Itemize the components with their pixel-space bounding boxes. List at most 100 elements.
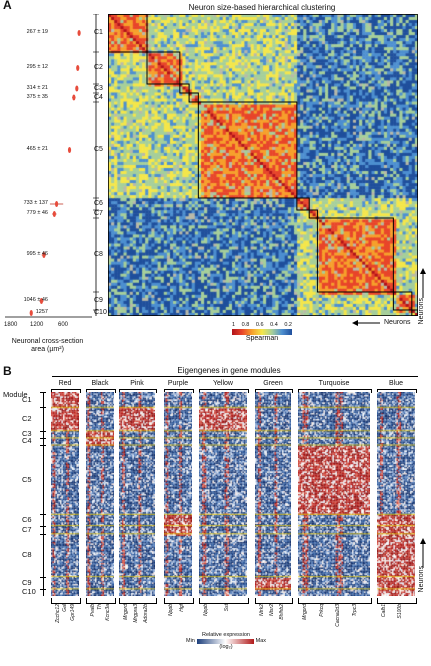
- neurons-arrow-right: [418, 268, 428, 298]
- module-header-bracket: [199, 389, 249, 393]
- gene-label: Th: [97, 604, 104, 610]
- module-header-bracket: [255, 389, 293, 393]
- cluster-label-c8: C8: [94, 251, 103, 258]
- legend-unit: (log₂): [219, 644, 233, 650]
- cluster-mean-c2: 295 ± 12: [26, 64, 48, 70]
- mean-dot-c5: [67, 147, 72, 153]
- x-tick-1800: 1800: [4, 322, 18, 328]
- gene-label: Hgf: [179, 604, 185, 612]
- gene-label: Prkcq: [318, 604, 325, 617]
- module-heatmap-blue: [377, 392, 415, 596]
- module-heatmap-yellow: [199, 392, 247, 596]
- module-header-bracket: [51, 389, 81, 393]
- cluster-box-c5: [197, 101, 298, 199]
- row-axis-line: [43, 392, 44, 596]
- gene-label: Mrgprd: [302, 604, 308, 620]
- module-heatmap-red: [51, 392, 79, 596]
- row-label-c1: C1: [22, 394, 32, 404]
- colorbar-tick: 0.2: [284, 322, 292, 328]
- cluster-boxes: [108, 14, 418, 316]
- module-header-bracket: [86, 389, 116, 393]
- mean-dot-c7: [52, 211, 56, 217]
- x-tick-600: 600: [58, 322, 69, 328]
- legend-gradient: [196, 638, 254, 644]
- gene-label: Adora2b: [143, 604, 149, 623]
- module-heatmap-purple: [164, 392, 192, 596]
- gene-label: Nppb: [203, 604, 209, 616]
- gene-bracket: [164, 598, 194, 604]
- gene-bracket: [51, 598, 81, 604]
- cluster-label-c3: C3: [94, 84, 103, 92]
- x-axis-title: Neuronal cross-section area (µm²): [0, 338, 95, 354]
- cluster-label-c5: C5: [94, 146, 103, 153]
- row-label-c4: C4: [22, 436, 32, 446]
- gene-label: Gpr149: [69, 604, 76, 621]
- row-label-c3: C3: [22, 429, 32, 439]
- cluster-label-c2: C2: [94, 64, 103, 71]
- legend-max: Max: [255, 638, 266, 644]
- colorbar-tick: 0.4: [270, 322, 278, 328]
- cluster-mean-c8: 995 ± 46: [26, 251, 48, 257]
- cluster-mean-c3: 314 ± 21: [26, 84, 48, 91]
- row-label-c7: C7: [22, 524, 32, 534]
- neurons-arrow-b: [418, 538, 428, 568]
- cluster-mean-c1: 267 ± 19: [26, 29, 48, 35]
- colorbar-tick: 1: [232, 322, 236, 328]
- neurons-label-bottom: Neurons: [384, 319, 411, 326]
- module-heatmap-black: [86, 392, 114, 596]
- cluster-mean-c4: 375 ± 35: [26, 93, 48, 100]
- gene-label: Zcchc12: [55, 604, 61, 623]
- gene-label: Cacna2d3: [335, 604, 341, 627]
- gene-label: S100b: [397, 604, 403, 619]
- cluster-mean-c9: 1046 ± 46: [23, 297, 48, 303]
- gene-bracket: [86, 598, 116, 604]
- cluster-label-c6: C6: [94, 200, 103, 207]
- expression-legend: Relative expression Min Max (log₂): [186, 632, 266, 650]
- row-label-c5: C5: [22, 474, 32, 484]
- cluster-label-c7: C7: [94, 210, 103, 217]
- module-title-purple: Purple: [167, 380, 189, 387]
- gene-label: Kcnc3a: [104, 604, 111, 621]
- spearman-colorbar: 1 0.8 0.6 0.4 0.2 Spearman: [232, 322, 292, 342]
- module-title-turquoise: Turquoise: [318, 380, 350, 387]
- module-title-black: Black: [91, 380, 109, 387]
- neurons-label-right: Neurons: [418, 298, 425, 325]
- module-axis-label: Module: [3, 390, 28, 399]
- cluster-mean-c7: 779 ± 46: [26, 210, 48, 216]
- correlation-heatmap-canvas: [108, 14, 418, 316]
- mean-dot-c4: [72, 94, 76, 101]
- colorbar-tick: 0.8: [241, 322, 250, 328]
- gene-label: Gal: [62, 604, 69, 612]
- gene-label: Ntrk2: [259, 604, 265, 616]
- panel-a-title: Neuron size-based hierarchical clusterin…: [188, 3, 336, 12]
- neurons-label-b: Neurons: [418, 566, 425, 593]
- cluster-mean-c10: 1257: [35, 309, 48, 315]
- module-title-green: Green: [263, 380, 283, 387]
- panel-b-header: Eigengenes in gene modules: [177, 366, 281, 375]
- row-label-c6: C6: [22, 515, 32, 524]
- colorbar-label: Spearman: [245, 335, 279, 342]
- mean-dot-c1: [77, 30, 81, 36]
- cluster-box-c9: [392, 291, 413, 311]
- row-label-c9: C9: [22, 577, 32, 587]
- gene-label: Sst: [224, 604, 230, 612]
- cluster-label-c10: C10: [94, 309, 107, 316]
- module-heatmap-turquoise: [298, 392, 370, 596]
- legend-min: Min: [186, 638, 195, 644]
- row-label-c8: C8: [22, 550, 32, 560]
- module-header-bracket: [119, 389, 157, 393]
- cluster-box-c4: [188, 92, 199, 103]
- colorbar-gradient: [232, 329, 292, 335]
- cluster-box-c10: [411, 309, 418, 316]
- correlation-heatmap: [108, 14, 418, 316]
- mean-dot-c9: [39, 298, 44, 304]
- cluster-box-c1: [108, 14, 148, 53]
- mean-dot-c2: [76, 65, 80, 71]
- gene-bracket: [298, 598, 372, 604]
- gene-label: Pvalb: [90, 604, 96, 617]
- gene-label: Nppb: [168, 604, 174, 616]
- gene-bracket: [377, 598, 417, 604]
- gene-label: Bhlhb2: [279, 604, 285, 620]
- cluster-box-c6: [296, 197, 310, 211]
- gene-bracket: [255, 598, 293, 604]
